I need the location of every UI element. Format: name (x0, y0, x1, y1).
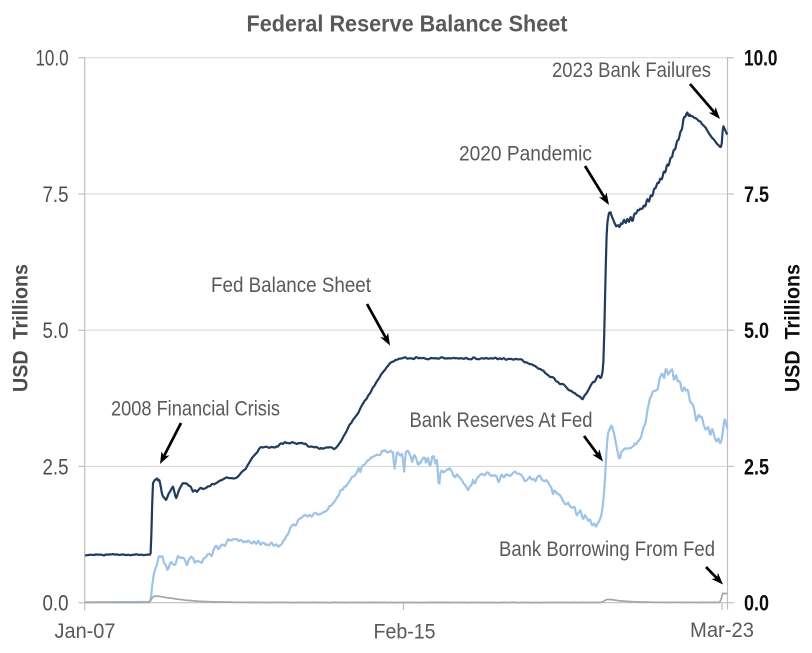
svg-text:Feb-15: Feb-15 (374, 621, 436, 644)
svg-text:Bank Reserves At Fed: Bank Reserves At Fed (410, 409, 593, 432)
svg-text:2020 Pandemic: 2020 Pandemic (459, 143, 592, 166)
svg-text:5.0: 5.0 (744, 318, 769, 343)
svg-text:USD Trillions: USD Trillions (10, 264, 33, 392)
svg-text:10.0: 10.0 (744, 46, 778, 71)
svg-text:2008 Financial Crisis: 2008 Financial Crisis (111, 398, 280, 421)
svg-text:2023 Bank Failures: 2023 Bank Failures (552, 59, 711, 82)
svg-text:Mar-23: Mar-23 (690, 619, 754, 642)
svg-text:USD Trillions: USD Trillions (782, 264, 805, 392)
svg-text:Jan-07: Jan-07 (55, 620, 116, 643)
svg-text:7.5: 7.5 (43, 182, 69, 207)
svg-text:2.5: 2.5 (43, 454, 69, 479)
svg-text:Fed Balance Sheet: Fed Balance Sheet (211, 274, 371, 297)
svg-text:Bank Borrowing From Fed: Bank Borrowing From Fed (499, 538, 715, 561)
svg-text:2.5: 2.5 (744, 454, 769, 479)
svg-text:0.0: 0.0 (744, 591, 769, 616)
svg-text:5.0: 5.0 (43, 318, 69, 343)
svg-text:Federal Reserve Balance Sheet: Federal Reserve Balance Sheet (247, 11, 568, 37)
svg-text:10.0: 10.0 (36, 46, 69, 71)
svg-text:7.5: 7.5 (744, 182, 769, 207)
svg-text:0.0: 0.0 (43, 591, 69, 616)
